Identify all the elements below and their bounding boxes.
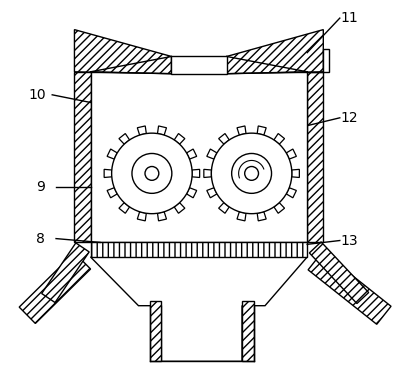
- Bar: [171, 56, 227, 74]
- Polygon shape: [257, 212, 266, 221]
- Polygon shape: [257, 126, 266, 135]
- Polygon shape: [227, 30, 323, 74]
- Text: 13: 13: [341, 233, 358, 247]
- Polygon shape: [119, 203, 129, 213]
- Polygon shape: [219, 133, 229, 144]
- Bar: [74, 72, 90, 242]
- Circle shape: [245, 166, 259, 180]
- Polygon shape: [90, 56, 171, 74]
- Bar: [323, 49, 329, 72]
- Text: 8: 8: [36, 231, 45, 245]
- Polygon shape: [292, 169, 299, 177]
- Text: 12: 12: [341, 111, 358, 125]
- Bar: [150, 301, 161, 361]
- Polygon shape: [274, 203, 285, 213]
- Polygon shape: [219, 203, 229, 213]
- Circle shape: [232, 154, 271, 193]
- Bar: [242, 301, 254, 361]
- Polygon shape: [309, 242, 369, 303]
- Text: 9: 9: [36, 180, 45, 194]
- Polygon shape: [174, 203, 185, 213]
- Polygon shape: [158, 126, 166, 135]
- Text: 11: 11: [340, 11, 358, 25]
- Polygon shape: [207, 149, 217, 159]
- Polygon shape: [19, 252, 90, 324]
- Polygon shape: [174, 133, 185, 144]
- Polygon shape: [119, 133, 129, 144]
- Polygon shape: [104, 169, 112, 177]
- Circle shape: [112, 133, 192, 214]
- Bar: [90, 72, 307, 242]
- Polygon shape: [286, 188, 296, 198]
- Polygon shape: [42, 243, 89, 303]
- Circle shape: [132, 154, 172, 193]
- Bar: [90, 242, 307, 257]
- Bar: [307, 72, 323, 242]
- Polygon shape: [286, 149, 296, 159]
- Circle shape: [211, 133, 292, 214]
- Polygon shape: [74, 30, 171, 74]
- Polygon shape: [137, 126, 146, 135]
- Polygon shape: [158, 212, 166, 221]
- Polygon shape: [207, 188, 217, 198]
- Circle shape: [145, 166, 159, 180]
- Polygon shape: [90, 257, 307, 361]
- Polygon shape: [237, 126, 246, 135]
- Polygon shape: [237, 212, 246, 221]
- Polygon shape: [274, 133, 285, 144]
- Polygon shape: [227, 56, 307, 74]
- Polygon shape: [187, 188, 197, 198]
- Polygon shape: [204, 169, 212, 177]
- Polygon shape: [192, 169, 200, 177]
- Polygon shape: [308, 252, 391, 324]
- Text: 10: 10: [28, 88, 46, 102]
- Polygon shape: [107, 188, 117, 198]
- Polygon shape: [107, 149, 117, 159]
- Polygon shape: [137, 212, 146, 221]
- Polygon shape: [187, 149, 197, 159]
